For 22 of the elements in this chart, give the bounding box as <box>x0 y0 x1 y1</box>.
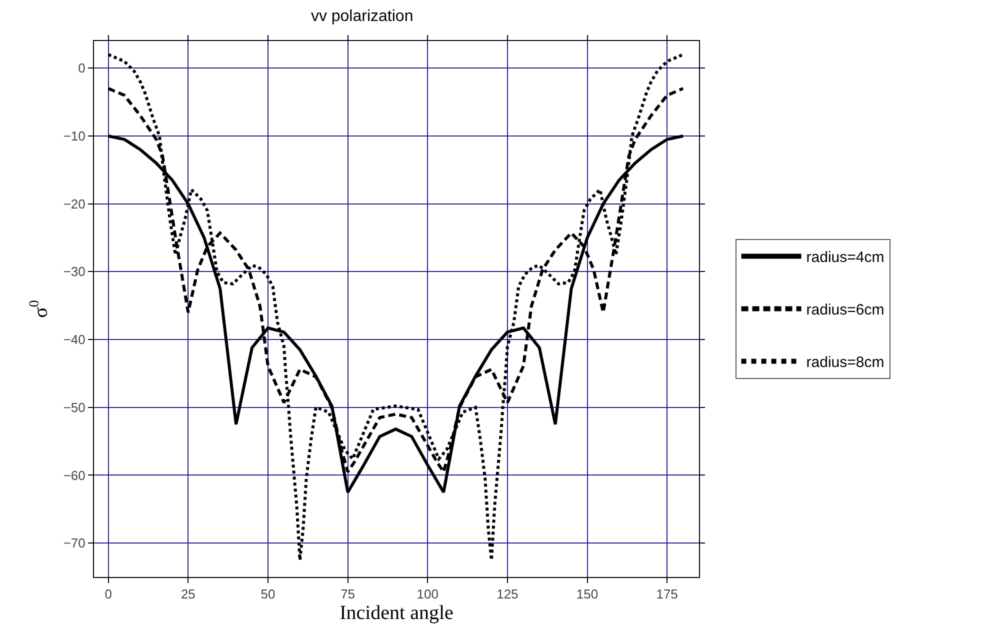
x-axis-title: Incident angle <box>340 602 454 624</box>
x-tick-label: 50 <box>260 586 276 602</box>
legend-label: radius=6cm <box>806 302 884 319</box>
x-tick-label: 0 <box>104 586 112 602</box>
legend-label: radius=8cm <box>806 354 884 372</box>
y-tick-label: 0 <box>78 60 86 76</box>
y-tick-label: −30 <box>63 264 86 280</box>
x-tick-label: 75 <box>340 586 356 602</box>
x-tick-label: 125 <box>496 586 518 602</box>
y-tick-label: −50 <box>63 400 86 415</box>
y-tick-label: −10 <box>63 128 86 144</box>
x-tick-label: 25 <box>180 586 196 602</box>
legend-label: radius=4cm <box>806 249 884 266</box>
x-tick-label: 150 <box>576 586 598 602</box>
line-series <box>106 53 685 562</box>
y-tick-label: −20 <box>63 196 86 212</box>
y-tick-label: −70 <box>63 536 86 551</box>
x-tick-label: 100 <box>416 586 438 602</box>
x-tick-label: 175 <box>656 586 678 602</box>
chart-title: vv polarization <box>310 8 414 25</box>
y-tick-label: −60 <box>63 468 86 483</box>
y-tick-label: −40 <box>63 332 86 348</box>
